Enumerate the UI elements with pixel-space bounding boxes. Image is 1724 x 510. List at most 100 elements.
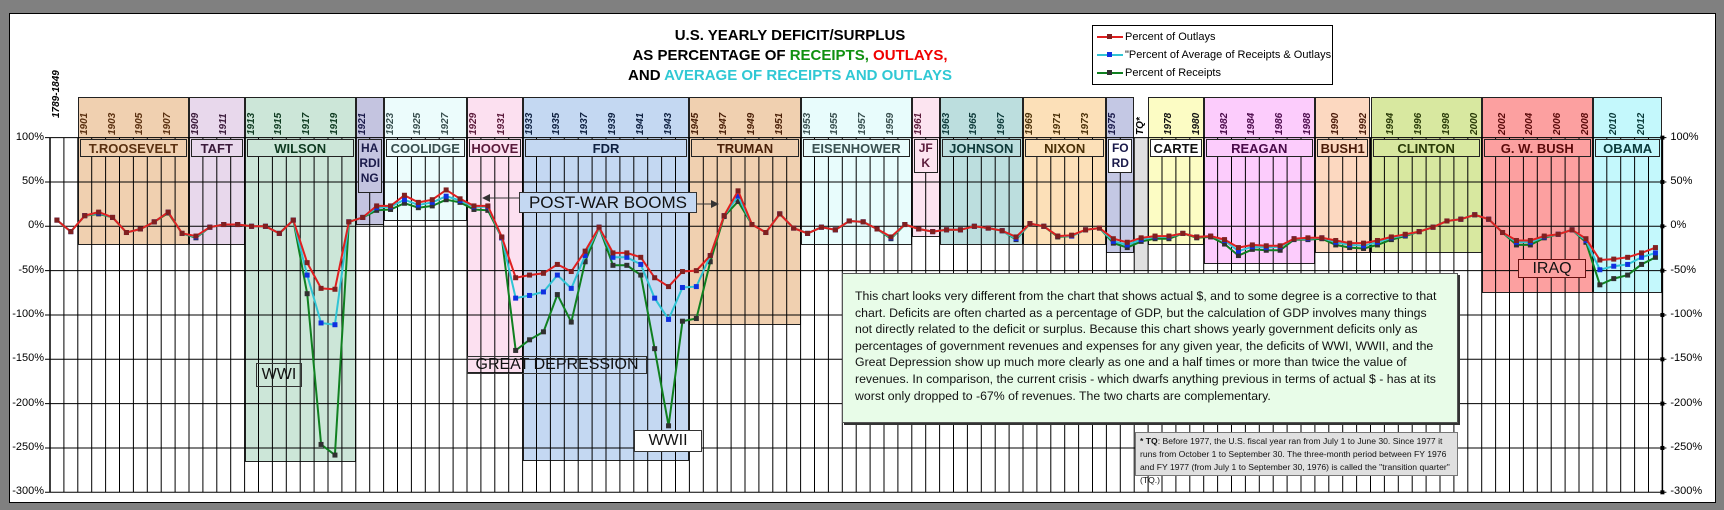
y-tick-label-right: -50%: [1670, 263, 1697, 276]
data-point-average: [554, 272, 560, 278]
legend-item-outlays: Percent of Outlays: [1097, 30, 1216, 44]
data-point-outlays: [1333, 237, 1339, 243]
legend-swatch-average: [1097, 52, 1123, 57]
data-point-outlays: [791, 225, 797, 231]
data-point-outlays: [165, 209, 171, 215]
title-and: AND: [628, 67, 665, 84]
y-tick-label-left: 100%: [15, 130, 44, 143]
x-tick-label: 1971: [1051, 112, 1063, 135]
data-point-outlays: [777, 211, 783, 217]
data-point-average: [638, 261, 644, 267]
x-tick-label: 1965: [968, 112, 980, 135]
data-point-receipts: [1333, 242, 1339, 248]
x-tick-label: 1963: [940, 112, 952, 135]
data-point-average: [1611, 263, 1617, 269]
data-point-outlays: [846, 218, 852, 224]
president-name-label: EISENHOWER: [802, 138, 910, 157]
data-point-receipts: [1277, 247, 1283, 253]
data-point-average: [610, 254, 616, 260]
data-point-outlays: [1402, 231, 1408, 237]
data-point-outlays: [971, 223, 977, 229]
title-prefix: AS PERCENTAGE OF: [632, 47, 790, 64]
data-point-receipts: [318, 441, 324, 447]
x-tick-label: 1947: [718, 112, 730, 135]
y-tick-label-right: 0%: [1670, 219, 1687, 232]
data-point-outlays: [527, 272, 533, 278]
y-tick-label-right: -150%: [1670, 352, 1703, 365]
annotation-post-war-booms: POST-WAR BOOMS: [519, 192, 697, 213]
data-point-outlays: [1555, 231, 1561, 237]
data-point-outlays: [235, 222, 241, 228]
data-point-outlays: [332, 286, 338, 292]
data-point-average: [1124, 242, 1130, 248]
x-tick-label: 1921: [356, 112, 368, 135]
data-point-outlays: [554, 261, 560, 267]
legend: Percent of Outlays "Percent of Average o…: [1092, 25, 1333, 85]
data-point-outlays: [262, 223, 268, 229]
x-tick-label: 1925: [412, 112, 424, 135]
data-point-receipts: [707, 259, 713, 265]
data-point-receipts: [693, 316, 699, 322]
x-tick-label: 1911: [217, 113, 229, 135]
tq-footnote: * TQ: Before 1977, the U.S. fiscal year …: [1135, 432, 1458, 485]
data-point-outlays: [374, 203, 380, 209]
title-line-3: AND AVERAGE OF RECEIPTS AND OUTLAYS: [500, 67, 1080, 84]
legend-label: Percent of Outlays: [1125, 31, 1216, 43]
x-tick-label: 1901: [78, 112, 90, 135]
data-point-average: [318, 320, 324, 326]
data-point-receipts: [388, 206, 394, 212]
title-line-2: AS PERCENTAGE OF RECEIPTS, OUTLAYS,: [500, 47, 1080, 64]
data-point-outlays: [457, 196, 463, 202]
data-point-receipts: [735, 198, 741, 204]
x-tick-label: 1982: [1218, 112, 1230, 135]
data-point-outlays: [1486, 216, 1492, 222]
data-point-outlays: [666, 284, 672, 290]
legend-item-average: "Percent of Average of Receipts & Outlay…: [1097, 48, 1331, 62]
data-point-average: [332, 322, 338, 328]
data-point-outlays: [735, 188, 741, 194]
x-tick-label: 1949: [745, 112, 757, 135]
president-name-label: COOLIDGE: [385, 138, 465, 157]
data-point-outlays: [693, 268, 699, 274]
data-point-receipts: [374, 207, 380, 213]
data-point-outlays: [429, 197, 435, 203]
data-point-outlays: [1611, 256, 1617, 262]
x-tick-label: 1986: [1274, 112, 1286, 135]
x-tick-label: 1978: [1162, 112, 1174, 135]
x-tick-label: 1953: [801, 112, 813, 135]
data-point-receipts: [568, 319, 574, 325]
x-tick-label: 1967: [996, 112, 1008, 135]
data-point-outlays: [110, 214, 116, 220]
data-point-receipts: [401, 200, 407, 206]
data-point-average: [527, 292, 533, 298]
x-tick-label: 1935: [551, 112, 563, 135]
data-point-outlays: [123, 230, 129, 236]
data-point-receipts: [513, 347, 519, 353]
x-tick-label: 1951: [773, 112, 785, 135]
data-point-outlays: [1458, 216, 1464, 222]
y-tick-label-right: 50%: [1670, 174, 1693, 187]
data-point-outlays: [749, 222, 755, 228]
x-tick-label: 1980: [1190, 112, 1202, 135]
data-point-outlays: [1305, 235, 1311, 241]
title-average: AVERAGE OF RECEIPTS AND OUTLAYS: [664, 67, 952, 84]
x-tick-label: TQ*: [1135, 117, 1147, 135]
data-point-outlays: [985, 225, 991, 231]
data-point-outlays: [1430, 224, 1436, 230]
x-tick-label: 2012: [1635, 112, 1647, 135]
data-point-outlays: [930, 229, 936, 235]
x-tick-label: 1994: [1385, 112, 1397, 135]
data-point-outlays: [68, 229, 74, 235]
president-name-label: TAFT: [191, 138, 243, 157]
annotation-wwii: WWII: [634, 430, 702, 452]
data-point-outlays: [179, 230, 185, 236]
data-point-outlays: [888, 234, 894, 240]
data-point-receipts: [1597, 282, 1603, 288]
data-point-outlays: [290, 217, 296, 223]
president-name-label: T.ROOSEVELT: [79, 138, 187, 157]
y-tick-label-left: 0%: [28, 219, 44, 232]
data-point-receipts: [304, 291, 310, 297]
data-point-outlays: [137, 226, 143, 232]
data-point-average: [415, 202, 421, 208]
